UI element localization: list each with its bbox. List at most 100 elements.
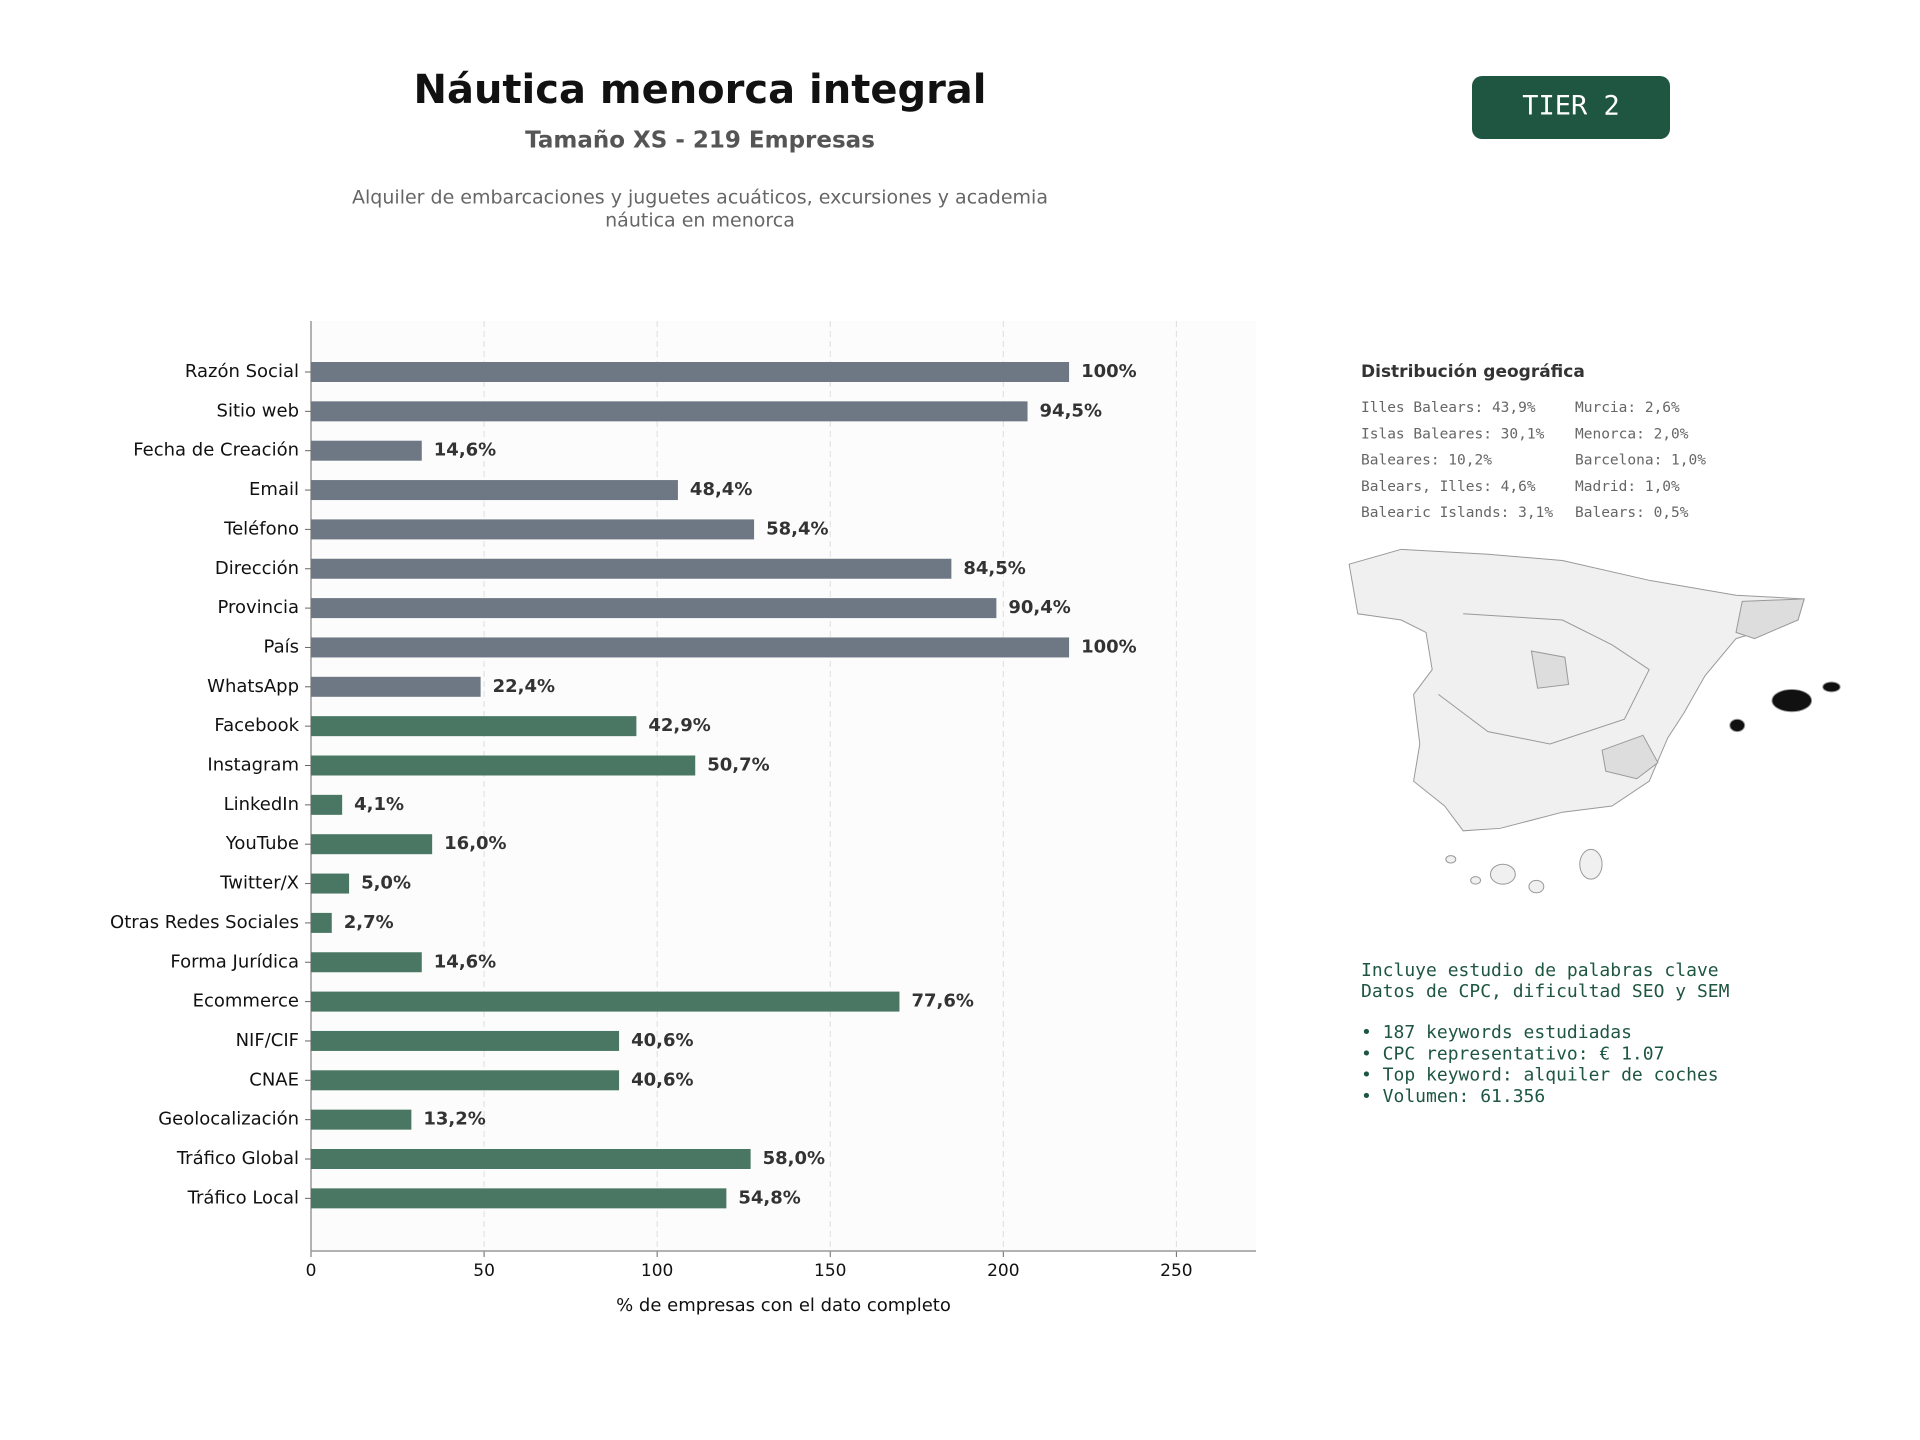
value-label: 84,5% (963, 558, 1025, 579)
geo-item: Illes Balears: 43,9% (1361, 400, 1536, 416)
value-label: 2,7% (344, 912, 394, 933)
geo-item: Islas Baleares: 30,1% (1361, 426, 1545, 442)
bar (311, 1030, 620, 1051)
y-tick-label: Geolocalización (158, 1109, 299, 1130)
y-tick-label: País (264, 636, 299, 657)
y-tick-label: NIF/CIF (236, 1030, 299, 1051)
x-axis-label: % de empresas con el dato completo (616, 1295, 951, 1316)
region (1735, 598, 1805, 640)
y-tick-label: Ecommerce (193, 991, 299, 1012)
x-tick-label: 100 (641, 1261, 673, 1281)
bar (311, 716, 637, 737)
geo-item: Barcelona: 1,0% (1575, 453, 1706, 469)
bar (311, 519, 755, 540)
title: Náutica menorca integral (413, 67, 986, 113)
y-tick-label: Teléfono (223, 518, 299, 539)
x-tick-label: 150 (814, 1261, 846, 1281)
bar (311, 1070, 620, 1091)
value-label: 13,2% (423, 1109, 485, 1130)
bar (311, 480, 678, 501)
y-tick-label: Provincia (217, 597, 299, 618)
tier-badge-label: TIER 2 (1522, 91, 1620, 122)
geo-item: Balears: 0,5% (1575, 505, 1689, 521)
bar (311, 676, 481, 697)
x-tick-label: 200 (987, 1261, 1019, 1281)
bar (311, 362, 1070, 382)
value-label: 94,5% (1040, 400, 1102, 421)
y-tick-label: WhatsApp (207, 676, 299, 697)
value-label: 14,6% (434, 951, 496, 972)
y-tick-label: Tráfico Global (176, 1148, 299, 1169)
y-tick-label: Dirección (215, 558, 299, 579)
borders (1438, 613, 1650, 745)
island (1579, 848, 1603, 880)
bar (311, 755, 696, 776)
region (1530, 650, 1570, 689)
bar (311, 1149, 751, 1169)
geo-item: Murcia: 2,6% (1575, 400, 1680, 416)
value-label: 14,6% (434, 440, 496, 461)
y-tick-label: Sitio web (217, 400, 299, 421)
value-label: 48,4% (690, 479, 752, 500)
x-tick-label: 0 (306, 1261, 317, 1281)
bar (311, 794, 343, 815)
y-tick-label: Razón Social (185, 361, 299, 382)
island (1528, 879, 1545, 894)
value-label: 40,6% (631, 1069, 693, 1090)
value-label: 90,4% (1008, 597, 1070, 618)
y-tick-label: Fecha de Creación (133, 440, 299, 461)
y-tick-label: Tráfico Local (187, 1187, 299, 1208)
island (1489, 863, 1516, 885)
bar (311, 991, 900, 1012)
keyword-bullet: • CPC representativo: € 1.07 (1361, 1043, 1664, 1064)
value-label: 40,6% (631, 1030, 693, 1051)
bar (311, 912, 332, 933)
value-label: 5,0% (361, 873, 411, 894)
y-tick-label: LinkedIn (224, 794, 299, 815)
bar (311, 834, 433, 855)
bar (311, 401, 1028, 422)
plot-background (311, 321, 1256, 1251)
value-label: 58,4% (766, 518, 828, 539)
value-label: 50,7% (707, 755, 769, 776)
x-tick-label: 250 (1160, 1261, 1192, 1281)
island (1729, 718, 1746, 733)
mainland (1348, 548, 1805, 832)
value-label: 4,1% (354, 794, 404, 815)
value-label: 77,6% (911, 991, 973, 1012)
bar (311, 558, 952, 579)
value-label: 22,4% (493, 676, 555, 697)
island (1445, 855, 1457, 864)
map (1348, 548, 1841, 894)
island (1470, 876, 1482, 885)
y-tick-label: Email (249, 479, 299, 500)
value-label: 54,8% (738, 1187, 800, 1208)
geo-item: Baleares: 10,2% (1361, 453, 1492, 469)
island (1771, 688, 1813, 713)
region (1601, 734, 1659, 780)
bar (311, 1188, 727, 1209)
value-label: 100% (1081, 636, 1137, 657)
bar (311, 598, 997, 619)
bar (311, 1109, 412, 1130)
keyword-intro: Datos de CPC, dificultad SEO y SEM (1361, 981, 1730, 1002)
bar (311, 440, 422, 461)
value-label: 16,0% (444, 833, 506, 854)
y-tick-label: Twitter/X (219, 873, 299, 894)
keyword-bullet: • 187 keywords estudiadas (1361, 1022, 1632, 1043)
subtitle: Tamaño XS - 219 Empresas (525, 128, 875, 154)
geo-item: Balearic Islands: 3,1% (1361, 505, 1553, 521)
x-tick-label: 50 (473, 1261, 495, 1281)
y-tick-label: YouTube (225, 833, 299, 854)
description: Alquiler de embarcaciones y juguetes acu… (352, 187, 1048, 209)
y-tick-label: Forma Jurídica (170, 951, 299, 972)
y-tick-label: Facebook (214, 715, 299, 736)
y-tick-label: Otras Redes Sociales (110, 912, 299, 933)
value-label: 58,0% (763, 1148, 825, 1169)
keyword-bullet: • Volumen: 61.356 (1361, 1086, 1545, 1107)
keyword-bullet: • Top keyword: alquiler de coches (1361, 1065, 1719, 1086)
geo-item: Madrid: 1,0% (1575, 479, 1680, 495)
tier-badge (1472, 76, 1670, 139)
y-tick-label: Instagram (207, 755, 299, 776)
